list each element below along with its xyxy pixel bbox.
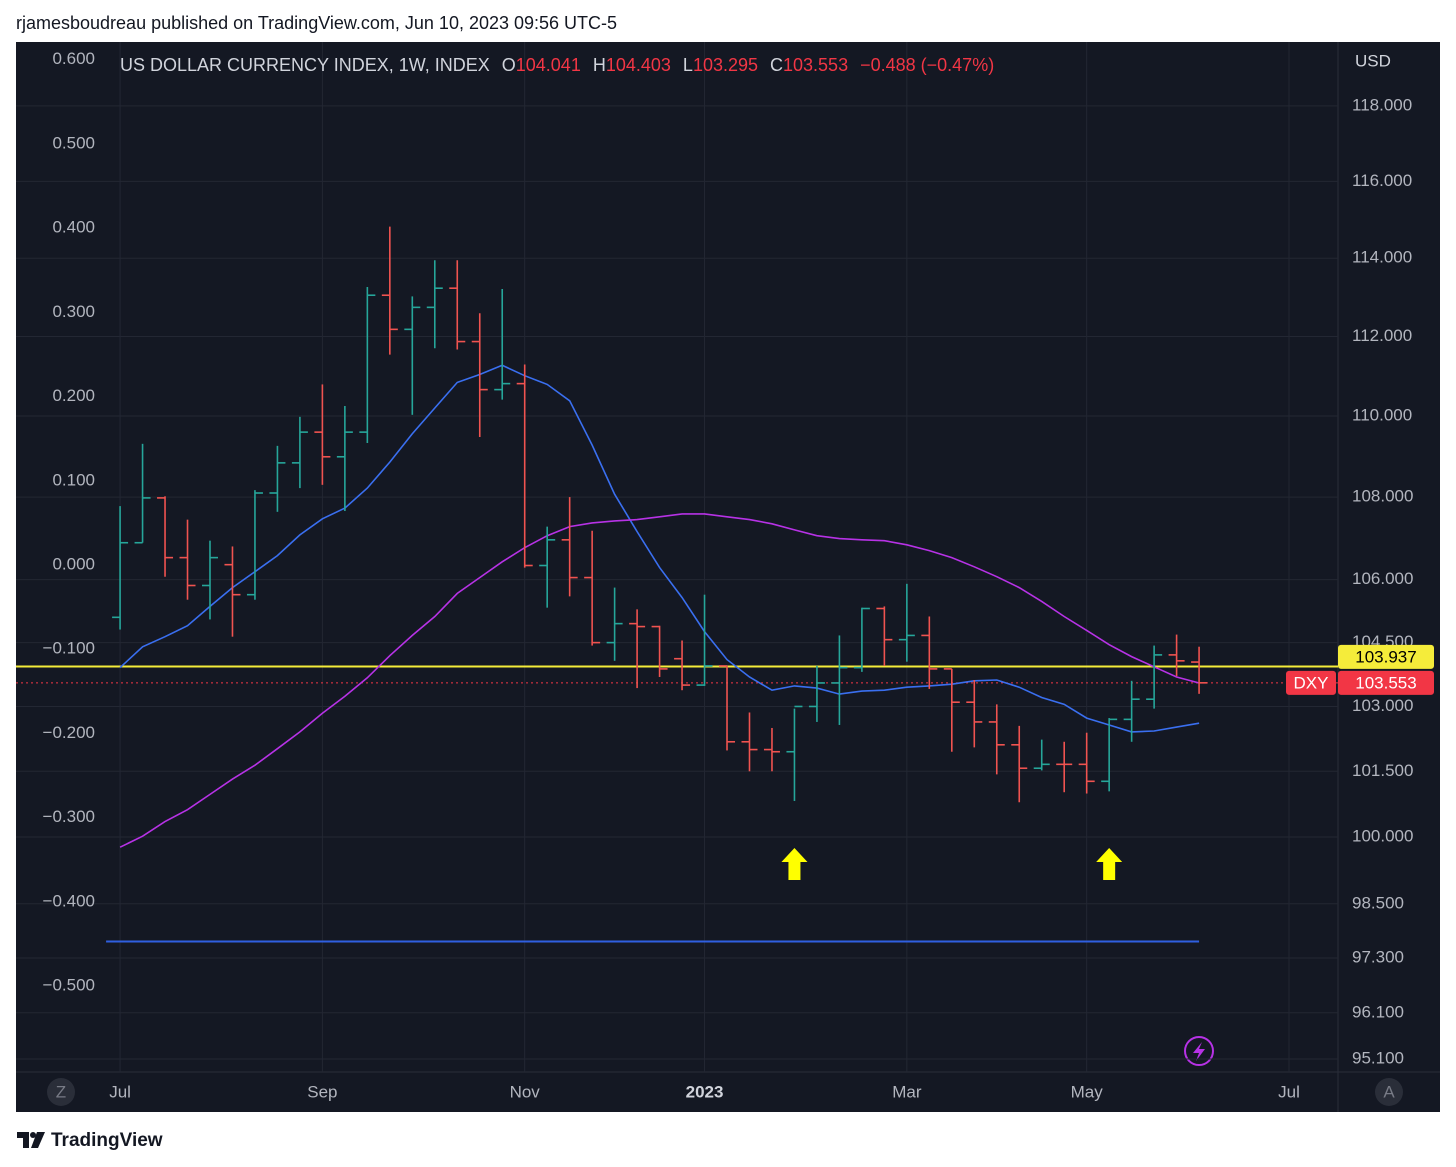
price-tick-label: 118.000 — [1352, 95, 1412, 114]
indicator-tick-label: 0.100 — [52, 470, 95, 489]
alert-icon[interactable] — [1184, 1036, 1214, 1066]
legend: US DOLLAR CURRENCY INDEX, 1W, INDEX O104.… — [120, 55, 994, 75]
legend-key: C — [770, 55, 783, 75]
moving-average — [119, 513, 1200, 848]
price-tick-label: 112.000 — [1352, 326, 1412, 345]
legend-value: 103.295 — [693, 55, 758, 75]
symbol-tag — [1286, 670, 1336, 695]
moving-average — [119, 364, 1200, 733]
scale-button-label: A — [1383, 1082, 1395, 1101]
legend-value: 104.403 — [606, 55, 671, 75]
price-tick-label: 108.000 — [1352, 487, 1413, 506]
currency-label: USD — [1355, 51, 1391, 70]
legend-value: 104.041 — [516, 55, 581, 75]
publisher: rjamesboudreau published on TradingView.… — [16, 13, 617, 33]
indicator-tick-label: 0.000 — [52, 554, 95, 573]
legend-key: L — [683, 55, 693, 75]
legend-change: −0.488 (−0.47%) — [860, 55, 994, 75]
indicator-tick-label: −0.300 — [43, 807, 95, 826]
price-tick-label: 101.500 — [1352, 761, 1413, 780]
brand-logo — [17, 1132, 45, 1148]
scale-button-label: Z — [56, 1082, 66, 1101]
price-tick-label: 95.100 — [1352, 1048, 1404, 1067]
legend-key: H — [593, 55, 606, 75]
price-tick-label: 100.000 — [1352, 827, 1413, 846]
scale-button[interactable] — [1375, 1078, 1403, 1106]
price-tick-label: 103.000 — [1352, 696, 1413, 715]
price-tick-label: 106.000 — [1352, 569, 1413, 588]
indicator-tick-label: −0.100 — [43, 639, 95, 658]
indicator-tick-label: −0.500 — [43, 976, 95, 995]
price-tick-label: 110.000 — [1352, 406, 1412, 425]
price-tag — [1338, 670, 1434, 695]
chart-panel — [16, 42, 1440, 1112]
symbol-tag-label: DXY — [1294, 673, 1329, 692]
price-tag-label: 103.553 — [1355, 673, 1416, 692]
indicator-tick-label: 0.300 — [52, 302, 95, 321]
time-tick-label: Mar — [892, 1082, 922, 1101]
indicator-tick-label: 0.400 — [52, 218, 95, 237]
annotation-arrow — [1096, 847, 1123, 880]
indicator-tick-label: 0.500 — [52, 133, 95, 152]
time-tick-label: Nov — [510, 1082, 541, 1101]
price-tick-label: 97.300 — [1352, 947, 1404, 966]
legend-symbol: US DOLLAR CURRENCY INDEX, 1W, INDEX — [120, 55, 490, 75]
legend-key: O — [502, 55, 516, 75]
brand: TradingView — [51, 1130, 163, 1151]
annotation-arrow — [781, 847, 808, 880]
price-tick-label: 114.000 — [1352, 248, 1412, 267]
time-tick-label: Sep — [307, 1082, 337, 1101]
price-tag-label: 103.937 — [1355, 647, 1416, 666]
time-tick-label: Jul — [1278, 1082, 1300, 1101]
indicator-tick-label: −0.200 — [43, 723, 95, 742]
scale-button[interactable] — [47, 1078, 75, 1106]
alert-bolt — [1193, 1042, 1205, 1061]
price-tick-label: 96.100 — [1352, 1002, 1404, 1021]
time-tick-label: May — [1071, 1082, 1104, 1101]
indicator-tick-label: 0.600 — [52, 49, 95, 68]
indicator-tick-label: 0.200 — [52, 386, 95, 405]
price-tick-label: 98.500 — [1352, 893, 1404, 912]
time-tick-label: 2023 — [686, 1082, 724, 1101]
price-tick-label: 116.000 — [1352, 171, 1412, 190]
indicator-tick-label: −0.400 — [43, 891, 95, 910]
legend-value: 103.553 — [783, 55, 848, 75]
time-tick-label: Jul — [109, 1082, 131, 1101]
price-tag — [1338, 644, 1434, 669]
